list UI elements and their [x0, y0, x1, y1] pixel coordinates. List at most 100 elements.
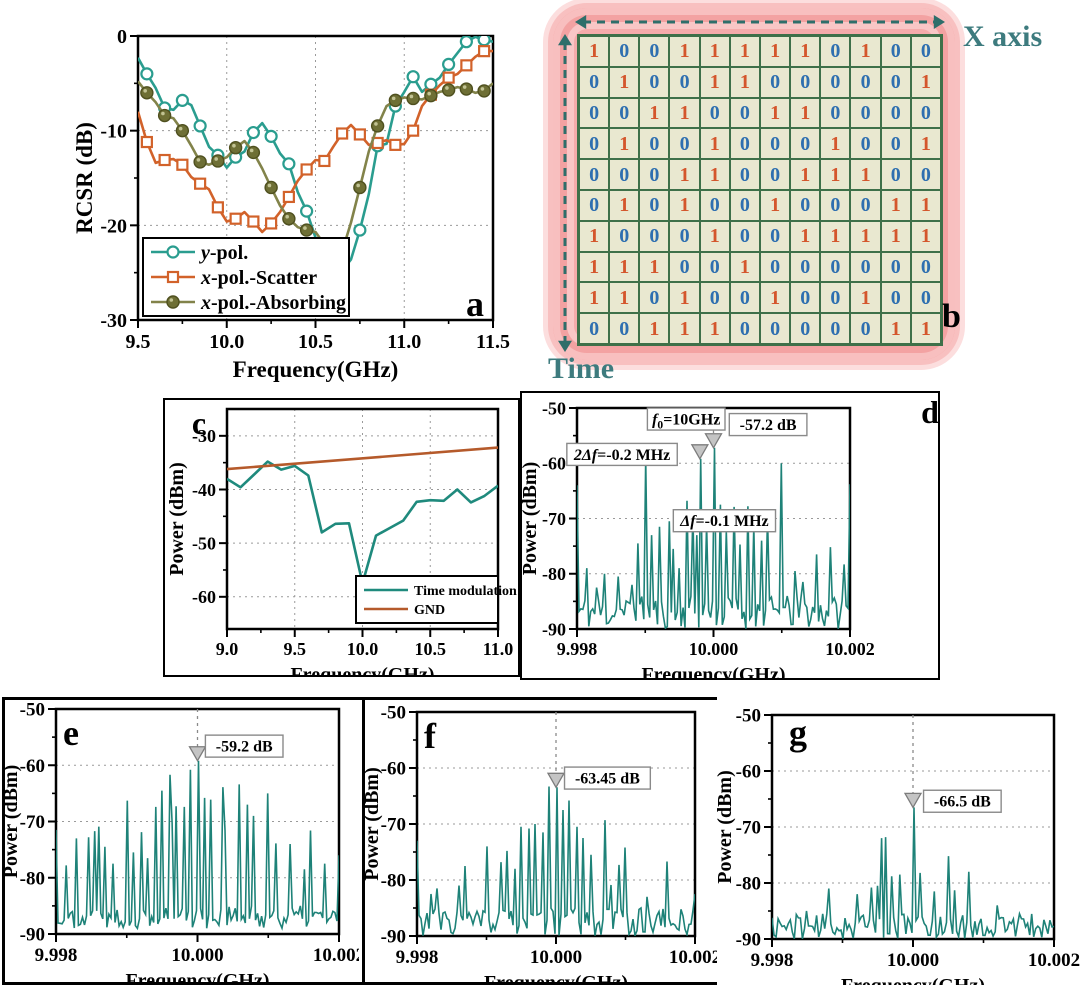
- matrix-cell: 1: [851, 221, 880, 251]
- matrix-cell: 0: [821, 252, 850, 282]
- matrix-cell: 1: [700, 314, 729, 343]
- matrix-cell: 0: [881, 252, 910, 282]
- matrix-cell: 0: [760, 221, 790, 251]
- svg-text:f0=10GHz: f0=10GHz: [652, 412, 720, 432]
- matrix-cell: 0: [881, 67, 910, 97]
- svg-text:Frequency(GHz): Frequency(GHz): [641, 664, 785, 678]
- svg-text:-80: -80: [542, 564, 566, 584]
- svg-text:f: f: [424, 716, 437, 756]
- svg-text:-50: -50: [542, 398, 566, 418]
- matrix-cell: 1: [580, 221, 609, 251]
- svg-text:-80: -80: [736, 874, 761, 895]
- matrix-cell: 1: [640, 252, 669, 282]
- svg-text:10.002: 10.002: [825, 639, 875, 659]
- svg-text:9.998: 9.998: [35, 945, 78, 966]
- matrix-cell: 1: [881, 314, 910, 343]
- svg-text:Frequency(GHz): Frequency(GHz): [233, 357, 399, 382]
- matrix-cell: 1: [700, 221, 729, 251]
- matrix-cell: 1: [610, 252, 639, 282]
- matrix-cell: 1: [580, 283, 609, 313]
- matrix-cell: 0: [791, 129, 820, 159]
- peak-marker-d: [704, 433, 723, 450]
- svg-text:Power (dBm): Power (dBm): [166, 462, 188, 576]
- panel-letter-b: b: [942, 298, 961, 335]
- matrix-cell: 0: [730, 98, 759, 128]
- svg-text:10.002: 10.002: [313, 945, 359, 966]
- matrix-cell: 0: [821, 190, 850, 220]
- matrix-cell: 0: [911, 37, 940, 66]
- matrix-cell: 0: [670, 67, 699, 97]
- matrix-cell: 0: [610, 221, 639, 251]
- svg-text:y-pol.: y-pol.: [199, 242, 248, 264]
- matrix-cell: 1: [610, 129, 639, 159]
- matrix-cell: 0: [730, 221, 759, 251]
- annotation-box-d: [672, 509, 777, 533]
- matrix-cell: 0: [580, 160, 609, 189]
- svg-text:10.002: 10.002: [1028, 950, 1080, 971]
- svg-text:-90: -90: [736, 930, 761, 951]
- matrix-cell: 1: [700, 160, 729, 189]
- svg-text:-30: -30: [192, 426, 216, 446]
- matrix-cell: 1: [760, 98, 790, 128]
- matrix-cell: 0: [730, 160, 759, 189]
- svg-text:GND: GND: [414, 603, 445, 618]
- matrix-cell: 0: [760, 160, 790, 189]
- annotation-box-d: [566, 442, 678, 467]
- svg-text:-70: -70: [381, 815, 406, 836]
- matrix-cell: 1: [821, 160, 850, 189]
- matrix-cell: 1: [760, 283, 790, 313]
- matrix-cell: 0: [881, 37, 910, 66]
- panel-c-power-chart: 9.0 9.5 10.0 10.5 11.0 -30 -40 -50 -60 Frequency(…: [163, 398, 520, 677]
- matrix-cell: 0: [640, 129, 669, 159]
- matrix-cell: 1: [851, 160, 880, 189]
- matrix-cell: 1: [911, 190, 940, 220]
- svg-text:-66.5 dB: -66.5 dB: [934, 794, 991, 811]
- matrix-cell: 1: [700, 67, 729, 97]
- matrix-cell: 0: [730, 314, 759, 343]
- chart-d-svg: 9.998 10.000 10.002 -50 -60 -70 -80 -90 Frequenc…: [522, 394, 938, 678]
- svg-text:-30: -30: [100, 310, 127, 332]
- svg-text:11.0: 11.0: [483, 639, 514, 659]
- matrix-cell: 0: [730, 283, 759, 313]
- matrix-cell: 1: [640, 98, 669, 128]
- matrix-cell: 1: [580, 37, 609, 66]
- svg-text:-70: -70: [542, 509, 566, 529]
- matrix-cell: 0: [730, 129, 759, 159]
- matrix-cell: 0: [851, 129, 880, 159]
- matrix-cell: 1: [580, 252, 609, 282]
- matrix-cell: 0: [640, 67, 669, 97]
- svg-text:-60: -60: [192, 587, 216, 607]
- svg-text:-70: -70: [736, 818, 761, 839]
- matrix-cell: 0: [580, 67, 609, 97]
- svg-text:-70: -70: [20, 812, 45, 833]
- chart-a-svg: 9.5 10.0 10.5 11.0 11.5 0 -10 -20 -30 Frequency(G…: [72, 26, 510, 382]
- matrix-cell: 1: [911, 314, 940, 343]
- matrix-cell: 1: [760, 190, 790, 220]
- svg-text:-60: -60: [542, 454, 566, 474]
- matrix-cell: 1: [911, 129, 940, 159]
- svg-text:9.5: 9.5: [126, 331, 151, 353]
- peak-marker-d: [690, 444, 709, 461]
- matrix-cell: 0: [580, 190, 609, 220]
- matrix-cell: 1: [610, 190, 639, 220]
- matrix-cell: 0: [821, 37, 850, 66]
- svg-text:-57.2 dB: -57.2 dB: [740, 417, 797, 434]
- svg-text:10.002: 10.002: [669, 947, 721, 968]
- svg-text:-90: -90: [20, 925, 45, 946]
- matrix-cell: 1: [700, 129, 729, 159]
- matrix-cell: 0: [760, 67, 790, 97]
- matrix-cell: 1: [881, 190, 910, 220]
- chart-g-svg: 9.998 10.000 10.002 -50 -60 -70 -80 -90 Frequenc…: [717, 706, 1080, 985]
- spectrum-trace-d: [577, 447, 850, 629]
- svg-text:g: g: [789, 713, 807, 753]
- matrix-cell: 0: [851, 190, 880, 220]
- matrix-cell: 0: [580, 314, 609, 343]
- svg-text:RCSR (dB): RCSR (dB): [72, 122, 97, 234]
- svg-text:11.0: 11.0: [387, 331, 421, 353]
- matrix-cell: 0: [881, 98, 910, 128]
- svg-text:-50: -50: [736, 706, 761, 727]
- matrix-cell: 1: [791, 37, 820, 66]
- svg-text:-90: -90: [381, 927, 406, 948]
- matrix-cell: 1: [670, 160, 699, 189]
- svg-text:10.000: 10.000: [689, 639, 739, 659]
